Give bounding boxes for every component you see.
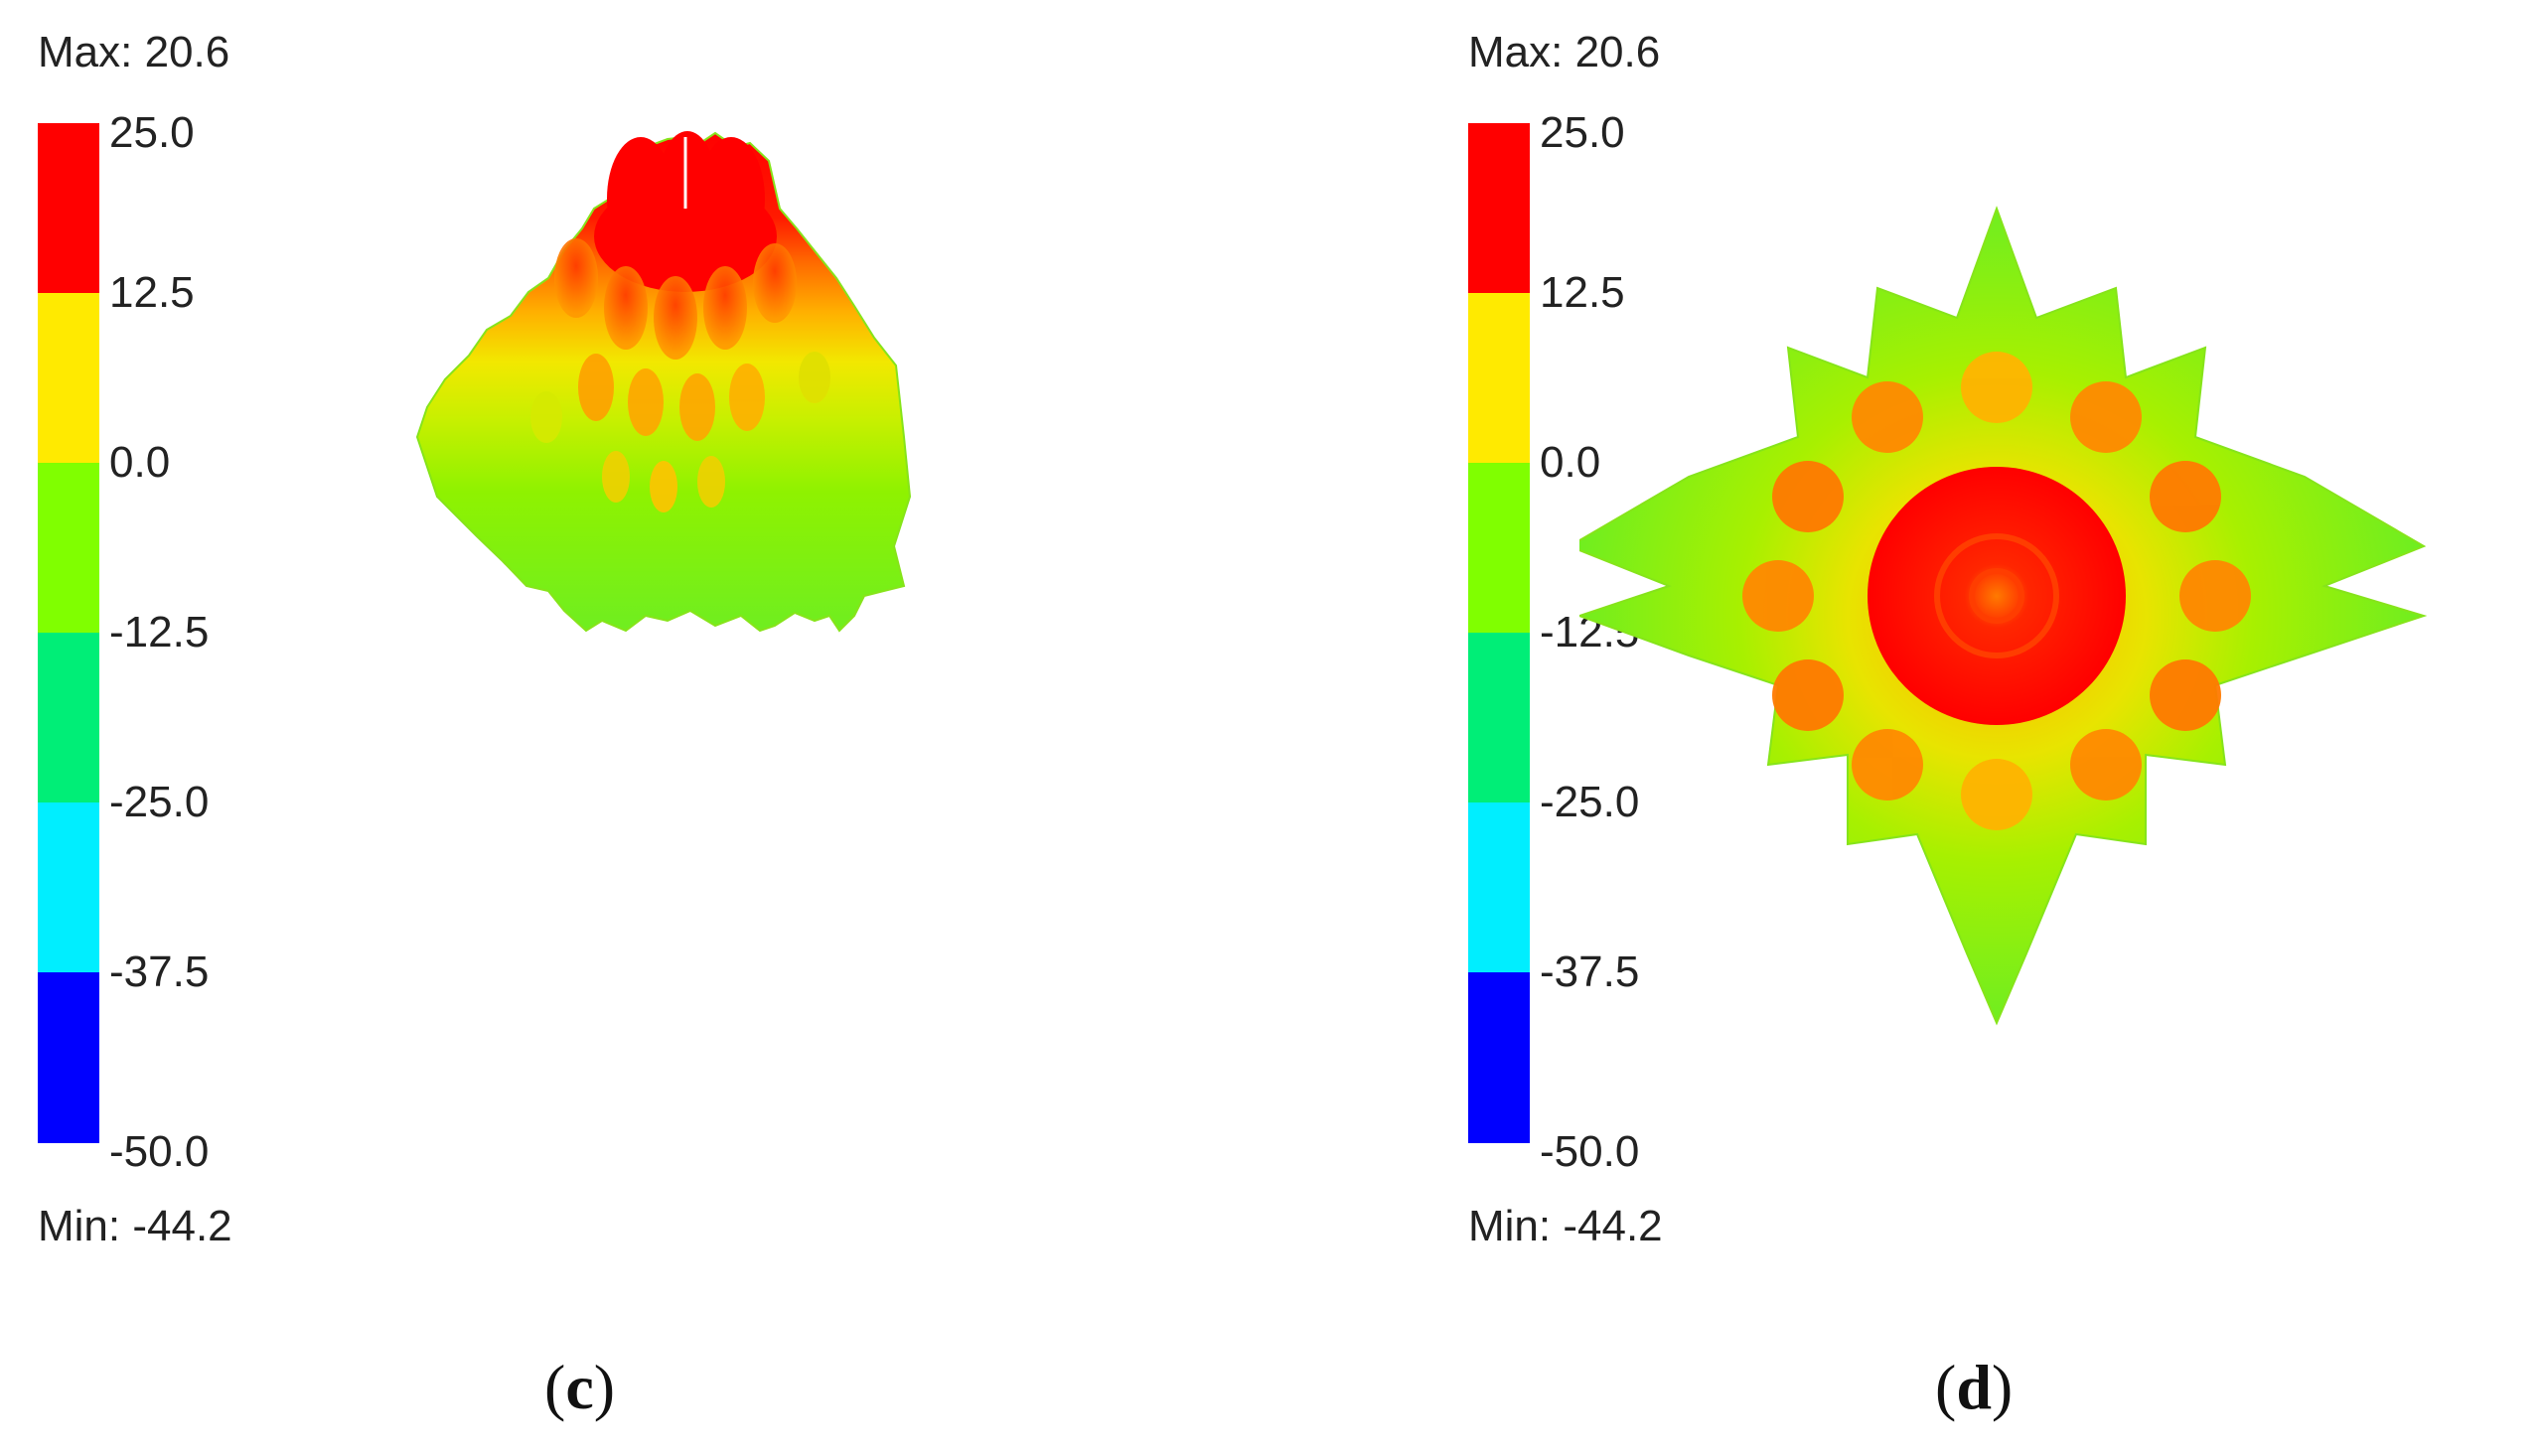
radiation-pattern-side-view (415, 131, 912, 633)
colorbar-tick-label: -37.5 (1540, 947, 1640, 996)
colorbar-tick-label: -50.0 (1540, 1127, 1640, 1176)
colorbar-tick-label: 0.0 (109, 438, 171, 487)
colorbar-segment (1468, 123, 1530, 294)
panel-letter: c (565, 1352, 594, 1422)
side-lobes (530, 238, 830, 512)
main-lobe (594, 131, 777, 292)
colorbar-segment (1468, 802, 1530, 973)
colorbar (38, 123, 99, 1143)
colorbar-segment (1468, 633, 1530, 803)
colorbar-tick-label: -25.0 (1540, 778, 1640, 826)
panel-letter: d (1956, 1352, 1992, 1422)
panel-d: Max: 20.6 25.0 12.5 0.0 -12.5 -25.0 -37.5 -50.… (1430, 0, 2543, 1456)
panel-label-c: (c) (544, 1352, 616, 1422)
panel-c: Max: 20.6 25.0 12.5 0.0 -12.5 -25.0 -37.5 -50.… (0, 0, 912, 1422)
colorbar-segment (38, 293, 99, 464)
min-label: Min: -44.2 (38, 1202, 232, 1250)
colorbar-tick-label: 0.0 (1540, 438, 1601, 487)
colorbar-segment (38, 123, 99, 294)
colorbar (1468, 123, 1530, 1143)
legend-c: Max: 20.6 25.0 12.5 0.0 -12.5 -25.0 -37.5 -50.… (0, 0, 328, 1291)
radiation-pattern-top-view (1579, 206, 2428, 1026)
max-label: Max: 20.6 (38, 28, 230, 76)
colorbar-segment (38, 972, 99, 1143)
colorbar-segment (1468, 463, 1530, 634)
colorbar-tick-label: 12.5 (1540, 268, 1625, 317)
min-label: Min: -44.2 (1468, 1202, 1663, 1250)
colorbar-tick-label: -12.5 (109, 608, 210, 656)
colorbar-segment (38, 633, 99, 803)
max-label: Max: 20.6 (1468, 28, 1661, 76)
core-petals (1934, 533, 2059, 658)
colorbar-segment (1468, 293, 1530, 464)
colorbar-tick-label: -50.0 (109, 1127, 210, 1176)
colorbar-tick-label: -37.5 (109, 947, 210, 996)
main-beam-core (1868, 467, 2126, 725)
colorbar-segment (38, 802, 99, 973)
colorbar-tick-label: 25.0 (109, 108, 195, 157)
colorbar-tick-label: 25.0 (1540, 108, 1625, 157)
colorbar-tick-label: -25.0 (109, 778, 210, 826)
colorbar-tick-label: 12.5 (109, 268, 195, 317)
legend-d: Max: 20.6 25.0 12.5 0.0 -12.5 -25.0 -37.5 -50.… (1430, 0, 1758, 1291)
panel-label-d: (d) (1935, 1352, 2014, 1422)
colorbar-segment (1468, 972, 1530, 1143)
lobe-ring-outer (1742, 352, 2251, 830)
colorbar-segment (38, 463, 99, 634)
